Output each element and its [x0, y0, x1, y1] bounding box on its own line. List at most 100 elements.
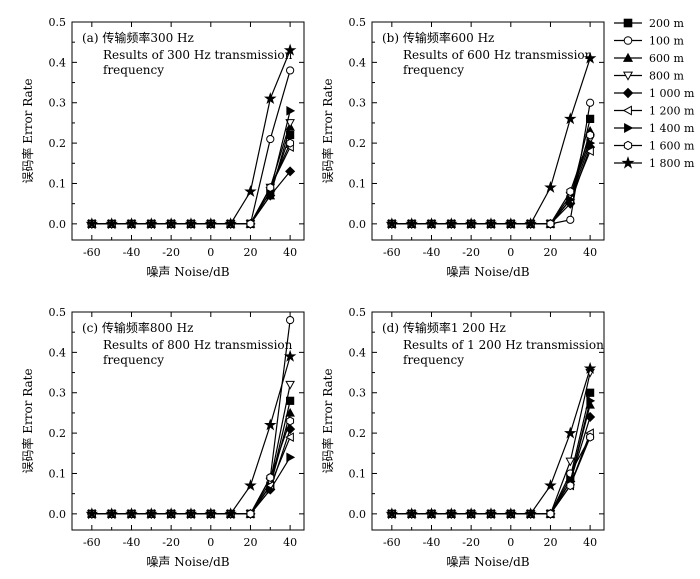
x-tick-label: 20	[543, 536, 557, 549]
legend-item: 1 600 m	[614, 140, 695, 153]
plot-frame	[371, 21, 605, 241]
series-1800m	[85, 349, 297, 520]
data-point	[583, 51, 597, 64]
x-axis-label: 噪声 Noise/dB	[146, 265, 229, 279]
panel-subtitle: Results of 600 Hz transmission	[403, 48, 593, 62]
y-tick-label: 0.1	[349, 177, 367, 190]
y-tick-label: 0.1	[49, 177, 67, 190]
legend-label: 1 000 m	[649, 87, 695, 100]
series-100m	[387, 433, 595, 518]
y-tick-label: 0.2	[349, 137, 367, 150]
x-tick-label: -60	[83, 246, 101, 259]
legend: 200 m 100 m 600 m 800 m 1 000 m 1 200 m 1 400 …	[614, 17, 695, 170]
data-point	[105, 507, 118, 520]
series-1400m	[388, 396, 596, 519]
panel-title: (c) 传输频率800 Hz	[82, 320, 193, 335]
legend-marker	[622, 87, 634, 99]
legend-label: 1 400 m	[649, 122, 695, 135]
panel-subtitle: Results of 1 200 Hz transmission	[403, 338, 604, 352]
x-tick-label: 20	[243, 246, 257, 259]
series-line	[391, 368, 591, 515]
plot-frame	[71, 311, 305, 531]
x-tick-label: -20	[162, 246, 180, 259]
x-axis-label: 噪声 Noise/dB	[446, 265, 529, 279]
data-point	[586, 432, 595, 442]
data-point	[583, 361, 597, 374]
data-point	[504, 217, 518, 230]
series-1200m	[386, 428, 594, 519]
x-tick-label: 20	[243, 536, 257, 549]
plot-frame	[371, 311, 605, 531]
x-tick-label: -40	[423, 536, 441, 549]
series-1000m	[86, 424, 296, 519]
data-point	[586, 98, 595, 107]
panel-title: (a) 传输频率300 Hz	[82, 30, 194, 45]
data-point	[204, 507, 218, 520]
series-line	[391, 436, 591, 515]
x-tick-label: 20	[543, 246, 557, 259]
x-tick-label: -40	[423, 246, 441, 259]
data-point	[286, 416, 295, 426]
data-point	[566, 187, 575, 197]
y-axis-label: 误码率 Error Rate	[20, 78, 35, 183]
x-tick-label: 40	[283, 246, 297, 259]
series-600m	[87, 407, 295, 518]
data-point	[565, 457, 576, 467]
data-point	[164, 217, 178, 230]
panel-subtitle: frequency	[403, 63, 464, 77]
legend-marker	[623, 18, 633, 28]
panel-title: (d) 传输频率1 200 Hz	[382, 320, 506, 335]
x-tick-label: 0	[207, 246, 214, 259]
data-point	[224, 217, 237, 230]
data-point	[586, 388, 595, 397]
chart-panel-d: -60 -40 -20 0 20 40 0.0 0.1 0.2 0.3 0.4 0.5 噪声 Noise…	[320, 306, 605, 569]
data-point	[266, 484, 276, 495]
legend-marker	[622, 71, 634, 81]
legend-label: 1 800 m	[649, 157, 695, 170]
series-1800m	[85, 43, 297, 230]
data-point	[546, 509, 555, 519]
data-point	[266, 182, 275, 193]
data-point	[244, 184, 257, 197]
x-axis-label: 噪声 Noise/dB	[146, 555, 229, 569]
data-point	[586, 114, 595, 123]
legend-label: 1 600 m	[649, 140, 695, 153]
y-tick-label: 0.0	[349, 508, 367, 521]
data-point	[484, 507, 498, 520]
data-point	[405, 507, 418, 520]
y-tick-label: 0.0	[349, 218, 367, 231]
data-point	[286, 452, 296, 463]
series-600m	[87, 121, 295, 228]
series-1800m	[385, 51, 597, 230]
data-point	[285, 407, 295, 417]
x-tick-label: 0	[507, 536, 514, 549]
data-point	[125, 217, 138, 230]
panel-subtitle: Results of 300 Hz transmission	[103, 48, 293, 62]
series-1200m	[86, 142, 294, 229]
data-point	[246, 219, 255, 229]
data-point	[464, 217, 478, 230]
series-1600m	[87, 138, 295, 229]
data-point	[224, 507, 237, 520]
data-point	[286, 315, 295, 325]
y-tick-label: 0.1	[49, 467, 67, 480]
legend-marker	[624, 122, 634, 134]
data-point	[285, 432, 294, 442]
data-point	[564, 426, 577, 439]
legend-marker	[621, 156, 635, 169]
y-tick-label: 0.4	[349, 56, 367, 69]
series-800m	[387, 135, 595, 229]
legend-item: 1 000 m	[614, 87, 695, 100]
x-tick-label: 40	[583, 246, 597, 259]
series-1200m	[386, 146, 594, 229]
series-800m	[87, 380, 295, 519]
series-line	[91, 356, 291, 515]
y-tick-label: 0.5	[49, 306, 67, 319]
data-point	[544, 180, 557, 193]
y-tick-label: 0.2	[49, 427, 67, 440]
data-point	[524, 217, 537, 230]
series-1800m	[385, 361, 597, 520]
data-point	[286, 138, 295, 148]
y-axis-label: 误码率 Error Rate	[320, 368, 335, 473]
y-tick-label: 0.2	[349, 427, 367, 440]
